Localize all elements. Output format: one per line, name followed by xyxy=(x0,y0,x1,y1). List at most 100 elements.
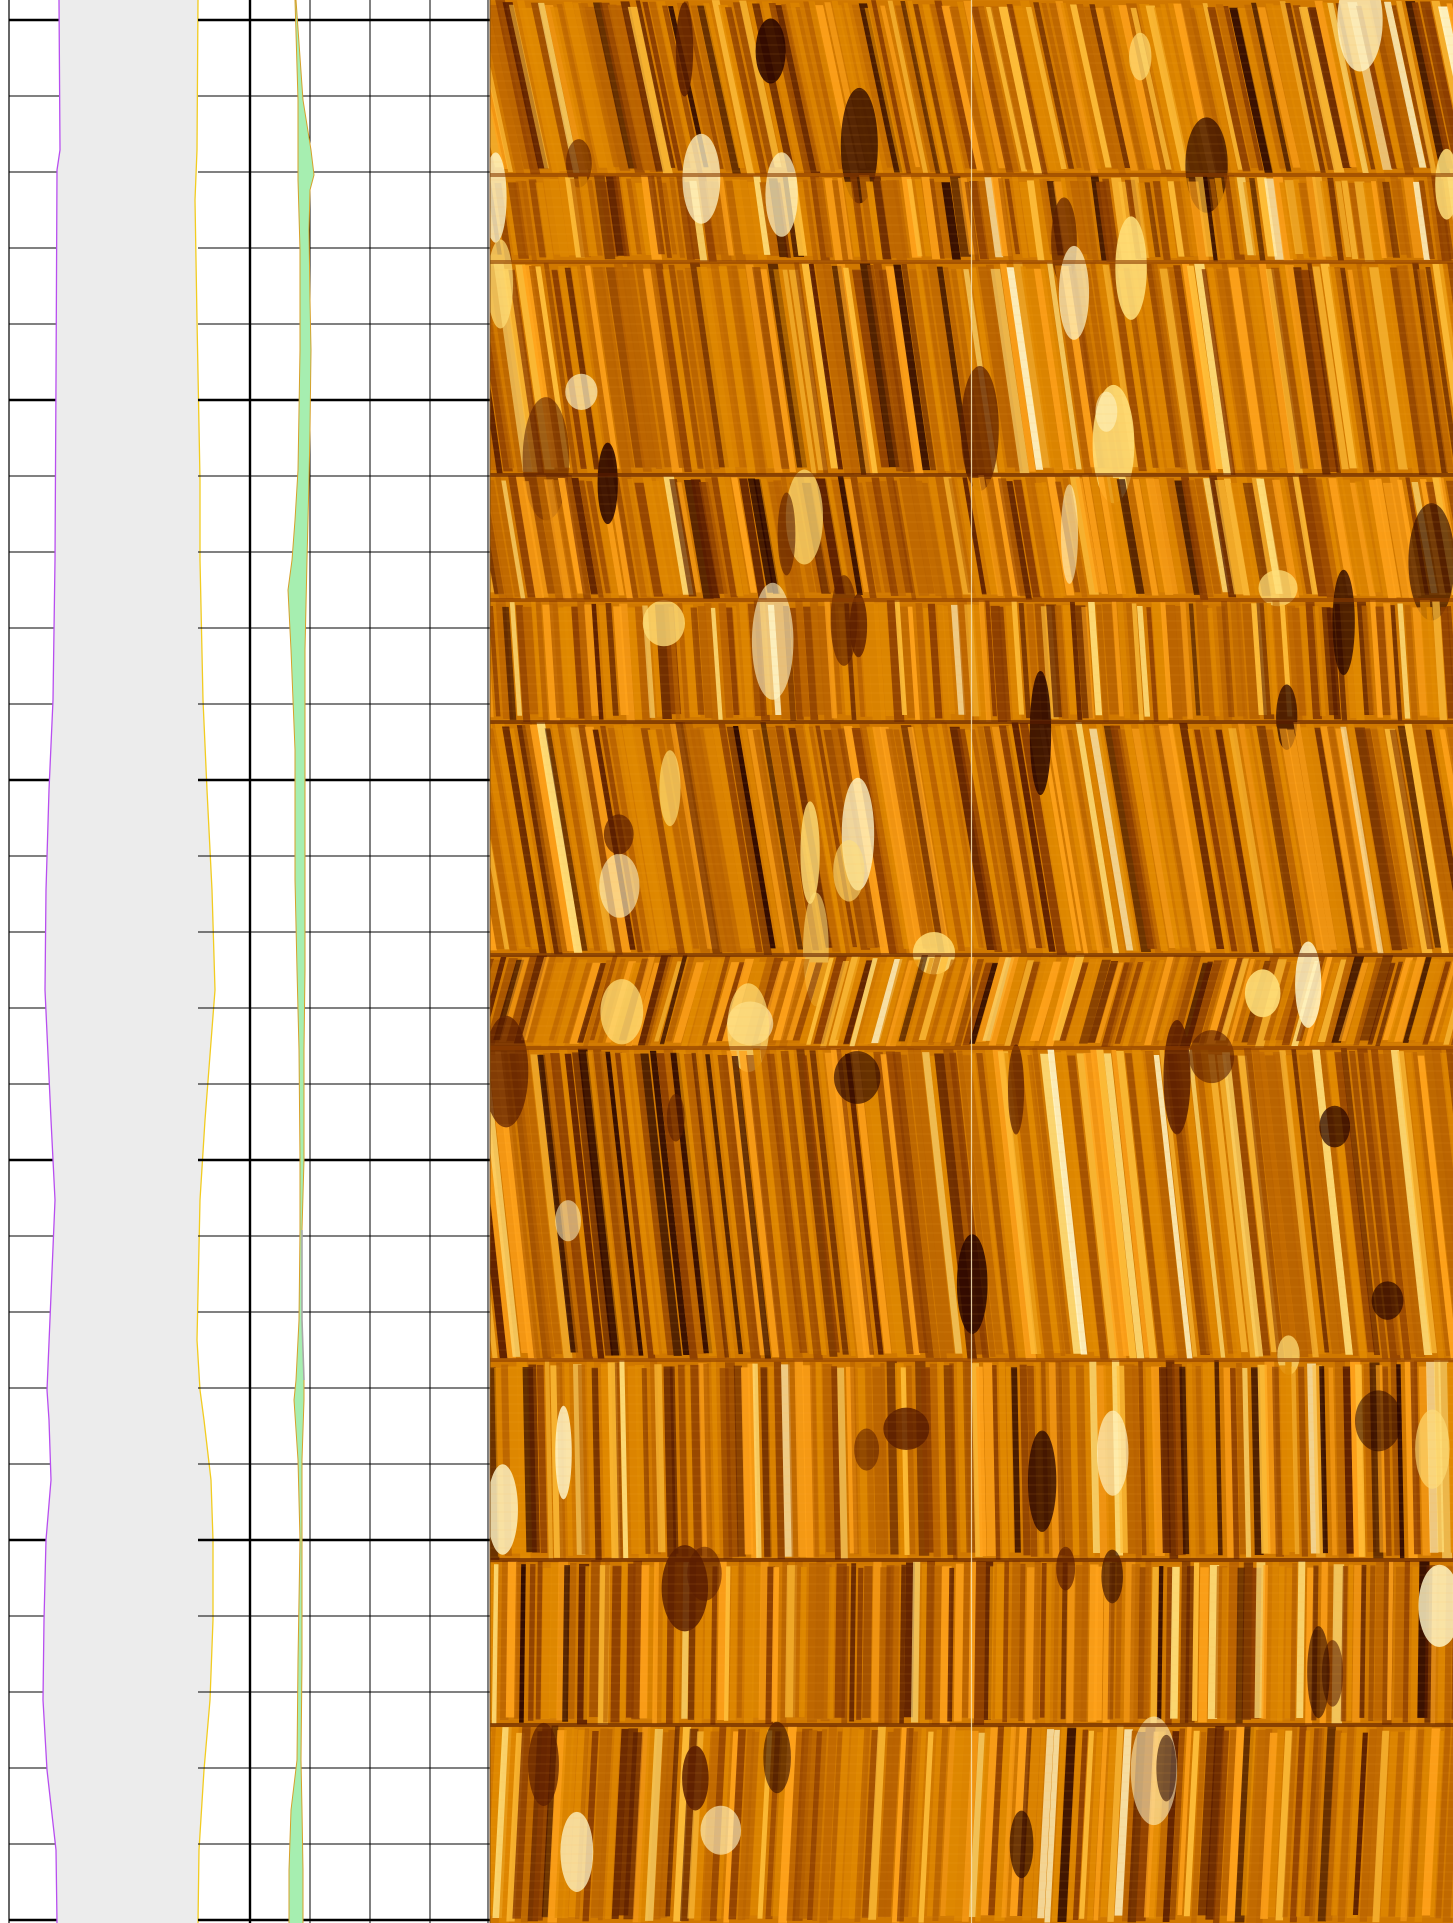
image-streak xyxy=(922,4,965,174)
image-streak xyxy=(710,263,749,468)
image-bright-feature xyxy=(800,801,820,904)
image-streak xyxy=(835,955,867,1041)
image-streak xyxy=(1443,1007,1453,1045)
image-streak xyxy=(1082,475,1109,594)
image-streak xyxy=(614,1362,623,1559)
image-streak xyxy=(1031,1726,1046,1918)
image-streak xyxy=(1408,958,1439,1041)
image-streak xyxy=(941,5,986,171)
image-streak xyxy=(1025,6,1067,170)
image-dark-feature xyxy=(1101,1549,1124,1604)
image-streak xyxy=(817,1050,856,1356)
image-streak xyxy=(1298,475,1327,597)
image-streak xyxy=(724,1566,731,1721)
image-streak xyxy=(521,1048,563,1355)
image-streak xyxy=(520,956,551,1041)
image-streak xyxy=(593,1049,635,1356)
image-bright-feature xyxy=(490,1464,518,1555)
image-streak xyxy=(850,476,877,599)
image-streak xyxy=(901,1054,941,1360)
image-streak xyxy=(1279,728,1325,951)
image-streak xyxy=(1100,1729,1117,1917)
image-streak xyxy=(705,1054,744,1355)
image-streak xyxy=(1145,478,1174,595)
image-streak xyxy=(1194,478,1222,595)
image-streak xyxy=(885,266,924,475)
image-streak xyxy=(724,476,750,595)
image-streak xyxy=(1116,479,1145,594)
image-streak xyxy=(662,269,700,470)
image-streak xyxy=(1187,181,1210,262)
image-streak xyxy=(1418,724,1453,935)
image-streak xyxy=(1214,479,1244,595)
image-streak xyxy=(1137,605,1151,717)
image-streak xyxy=(801,263,840,469)
image-streak xyxy=(1214,1360,1223,1556)
image-streak xyxy=(1250,267,1286,468)
image-streak xyxy=(1151,264,1187,470)
image-bright-feature xyxy=(1337,0,1383,72)
image-streak xyxy=(1109,263,1148,471)
image-streak xyxy=(572,2,617,174)
image-streak xyxy=(1193,729,1238,952)
image-streak xyxy=(976,1366,987,1557)
image-streak xyxy=(1096,1048,1137,1359)
image-streak xyxy=(816,606,834,721)
image-streak xyxy=(915,603,930,721)
image-streak xyxy=(1107,1725,1124,1922)
image-streak xyxy=(1290,1563,1298,1721)
image-streak xyxy=(1370,181,1387,259)
image-streak xyxy=(843,960,873,1045)
image-streak xyxy=(590,1728,609,1918)
image-streak xyxy=(1144,956,1177,1045)
image-streak xyxy=(908,268,947,475)
image-streak xyxy=(1354,181,1376,262)
image-streak xyxy=(1305,602,1322,720)
image-streak xyxy=(1261,1565,1269,1719)
image-streak xyxy=(634,482,664,597)
image-streak xyxy=(1013,479,1042,598)
image-streak xyxy=(613,263,652,472)
image-streak xyxy=(745,264,783,473)
image-bright-feature xyxy=(555,1405,572,1500)
image-streak xyxy=(1314,0,1358,168)
image-streak xyxy=(742,1731,760,1920)
image-streak xyxy=(522,606,540,715)
image-streak xyxy=(1198,1567,1209,1723)
image-streak xyxy=(1327,177,1344,261)
image-streak xyxy=(1271,267,1309,469)
image-streak xyxy=(619,1360,629,1559)
image-streak xyxy=(753,479,781,594)
image-streak xyxy=(1200,1049,1242,1359)
image-streak xyxy=(976,1052,1016,1360)
image-streak xyxy=(584,6,631,171)
image-streak xyxy=(1348,1050,1389,1360)
image-streak xyxy=(1169,1728,1186,1920)
image-streak xyxy=(1404,605,1418,721)
image-streak xyxy=(1244,728,1287,955)
image-streak xyxy=(819,1725,838,1923)
image-streak xyxy=(1027,1054,1066,1356)
image-streak xyxy=(668,264,704,469)
image-streak xyxy=(1289,1726,1307,1923)
image-streak xyxy=(1055,1,1099,173)
image-streak xyxy=(491,1564,499,1724)
image-streak xyxy=(864,1052,908,1358)
image-streak xyxy=(824,600,838,719)
image-streak xyxy=(1285,1055,1327,1355)
image-streak xyxy=(1129,1564,1141,1723)
image-streak xyxy=(1397,1051,1438,1354)
image-streak xyxy=(647,729,693,954)
image-streak xyxy=(508,4,550,169)
image-streak xyxy=(1237,722,1282,949)
image-streak xyxy=(1390,605,1403,721)
image-streak xyxy=(579,480,604,598)
image-bright-feature xyxy=(700,1805,742,1855)
image-streak xyxy=(884,1565,895,1724)
image-streak xyxy=(556,4,598,173)
image-streak xyxy=(1340,268,1375,473)
image-streak xyxy=(718,724,763,953)
image-streak xyxy=(1138,723,1180,950)
image-streak xyxy=(865,181,885,260)
image-streak xyxy=(1243,1048,1285,1360)
